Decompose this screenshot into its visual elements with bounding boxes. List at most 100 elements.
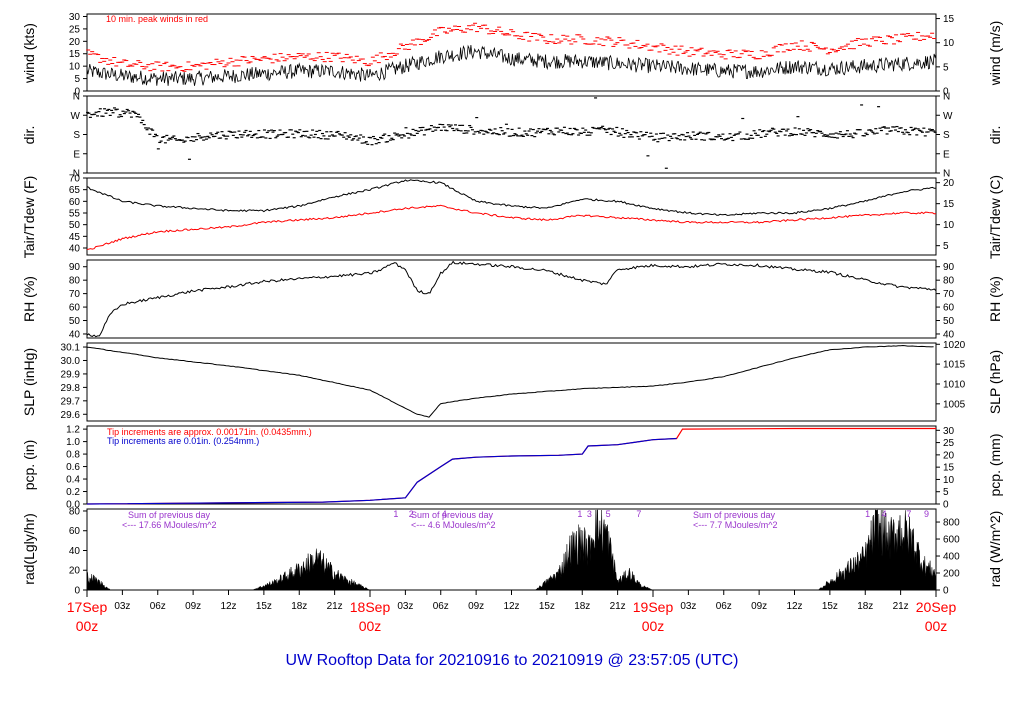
rad-summary-3-line2: <--- 7.7 MJoules/m^2 <box>693 520 778 530</box>
temp-ytick-label-left: 65 <box>69 185 81 196</box>
dir-ytick-label-left: E <box>73 149 80 160</box>
x-tick-label: 06z <box>433 601 449 612</box>
pcp-ytick-label-right: 0 <box>943 500 949 511</box>
slp-ytick-label-right: 1015 <box>943 360 966 371</box>
wind-ylabel-right: wind (m/s) <box>987 21 1003 87</box>
rh-ytick-label-left: 40 <box>69 329 81 340</box>
pcp-note-blue: Tip increments are 0.01in. (0.254mm.) <box>107 436 259 446</box>
dir-ytick-label-left: W <box>71 111 81 122</box>
dir-ytick-label-right: S <box>943 130 950 141</box>
wind-ytick-label-left: 15 <box>69 49 81 60</box>
pcp-ytick-label-left: 1.0 <box>66 437 80 448</box>
x-date-label: 18Sep <box>350 599 391 615</box>
slp-line <box>86 344 934 418</box>
rad-hour-digit: 1 <box>393 509 398 519</box>
slp-ytick-label-right: 1005 <box>943 399 966 410</box>
pcp-ylabel-left: pcp. (in) <box>21 440 37 491</box>
wind-ytick-label-right: 10 <box>943 38 955 49</box>
dir-ylabel-right: dir. <box>987 126 1003 145</box>
wind-ytick-label-left: 30 <box>69 12 81 23</box>
slp-ytick-label-left: 29.8 <box>61 383 81 394</box>
wind-ylabel-left: wind (kts) <box>21 23 37 84</box>
x-date-label: 19Sep <box>633 599 674 615</box>
wind-ytick-label-left: 10 <box>69 62 81 73</box>
x-tick-label: 06z <box>150 601 166 612</box>
dir-ylabel-left: dir. <box>21 126 37 145</box>
temp-ytick-label-left: 45 <box>69 232 81 243</box>
temp-ytick-label-left: 60 <box>69 197 81 208</box>
slp-ytick-label-left: 29.6 <box>61 410 81 421</box>
dir-ytick-label-right: N <box>943 92 950 103</box>
axis-ticks: 051015202530051015NESWNNESWN404550556065… <box>61 12 966 634</box>
temp-ylabel-right: Tair/Tdew (C) <box>987 175 1003 259</box>
slp-ytick-label-right: 1010 <box>943 379 966 390</box>
temp-panel-frame <box>86 177 937 256</box>
temp-ylabel-left: Tair/Tdew (F) <box>21 176 37 258</box>
rad-ytick-label-left: 0 <box>74 586 80 597</box>
temp-ytick-label-left: 40 <box>69 244 81 255</box>
x-date-label: 17Sep <box>67 599 108 615</box>
slp-panel-frame <box>86 342 937 422</box>
wind-mean-line <box>86 44 937 86</box>
pcp-ytick-label-right: 10 <box>943 475 955 486</box>
x-date-label: 20Sep <box>916 599 957 615</box>
pcp-ylabel-right: pcp. (mm) <box>987 434 1003 497</box>
wind-ytick-label-left: 20 <box>69 37 81 48</box>
rad-ytick-label-left: 40 <box>69 546 81 557</box>
wind-peak-note: 10 min. peak winds in red <box>106 14 208 24</box>
rad-hour-digit: 3 <box>587 509 592 519</box>
rh-ylabel-right: RH (%) <box>987 276 1003 322</box>
rad-ytick-label-left: 80 <box>69 506 81 517</box>
rad-area <box>86 509 937 591</box>
x-date-time-label: 00z <box>359 618 382 634</box>
rad-hour-digit: 7 <box>636 509 641 519</box>
temp-line-tdew <box>86 204 937 251</box>
x-tick-label: 15z <box>539 601 555 612</box>
temp-ytick-label-left: 55 <box>69 209 81 220</box>
x-date-time-label: 00z <box>642 618 665 634</box>
temp-ytick-label-right: 20 <box>943 178 955 189</box>
rh-ytick-label-left: 60 <box>69 303 81 314</box>
rh-ytick-label-left: 70 <box>69 289 81 300</box>
rad-ytick-label-right: 600 <box>943 535 960 546</box>
rad-ylabel-left: rad(Lgly/hr) <box>21 513 37 585</box>
pcp-ytick-label-left: 0.6 <box>66 462 80 473</box>
pcp-ytick-label-left: 0.4 <box>66 475 80 486</box>
wind-ytick-label-right: 5 <box>943 62 949 73</box>
rh-ytick-label-right: 40 <box>943 329 955 340</box>
rad-hour-digit: 4 <box>442 509 447 519</box>
rad-summary-1-line1: Sum of previous day <box>128 510 211 520</box>
x-date-time-label: 00z <box>925 618 948 634</box>
pcp-ytick-label-right: 25 <box>943 438 955 449</box>
wind-panel-frame <box>86 13 937 92</box>
dir-ytick-label-right: E <box>943 149 950 160</box>
slp-ylabel-left: SLP (inHg) <box>21 348 37 416</box>
slp-ytick-label-left: 30.1 <box>61 343 81 354</box>
rad-summary-2-line2: <--- 4.6 MJoules/m^2 <box>411 520 496 530</box>
slp-ytick-label-left: 29.9 <box>61 369 81 380</box>
chart-title: UW Rooftop Data for 20210916 to 20210919… <box>286 652 739 669</box>
rh-ytick-label-left: 50 <box>69 316 81 327</box>
rad-hour-digit: 9 <box>924 509 929 519</box>
dir-ytick-label-left: S <box>73 130 80 141</box>
pcp-ytick-label-right: 5 <box>943 487 949 498</box>
rad-hour-digit: 1 <box>865 509 870 519</box>
rad-summary-3-line1: Sum of previous day <box>693 510 776 520</box>
wind-ytick-label-right: 15 <box>943 14 955 25</box>
rh-ytick-label-right: 50 <box>943 316 955 327</box>
x-tick-label: 09z <box>185 601 201 612</box>
dir-panel-frame <box>86 95 937 174</box>
x-tick-label: 12z <box>503 601 519 612</box>
rad-ytick-label-left: 60 <box>69 526 81 537</box>
pcp-ytick-label-right: 15 <box>943 463 955 474</box>
pcp-ytick-label-left: 0.8 <box>66 450 80 461</box>
dir-ytick-label-right: N <box>943 169 950 180</box>
slp-ytick-label-right: 1020 <box>943 340 966 351</box>
wind-ytick-label-left: 0 <box>74 87 80 98</box>
rad-ytick-label-right: 400 <box>943 552 960 563</box>
wind-ytick-label-left: 5 <box>74 74 80 85</box>
slp-ytick-label-left: 30.0 <box>61 356 81 367</box>
rh-ytick-label-right: 60 <box>943 303 955 314</box>
rad-summary-2-line1: Sum of previous day <box>411 510 494 520</box>
